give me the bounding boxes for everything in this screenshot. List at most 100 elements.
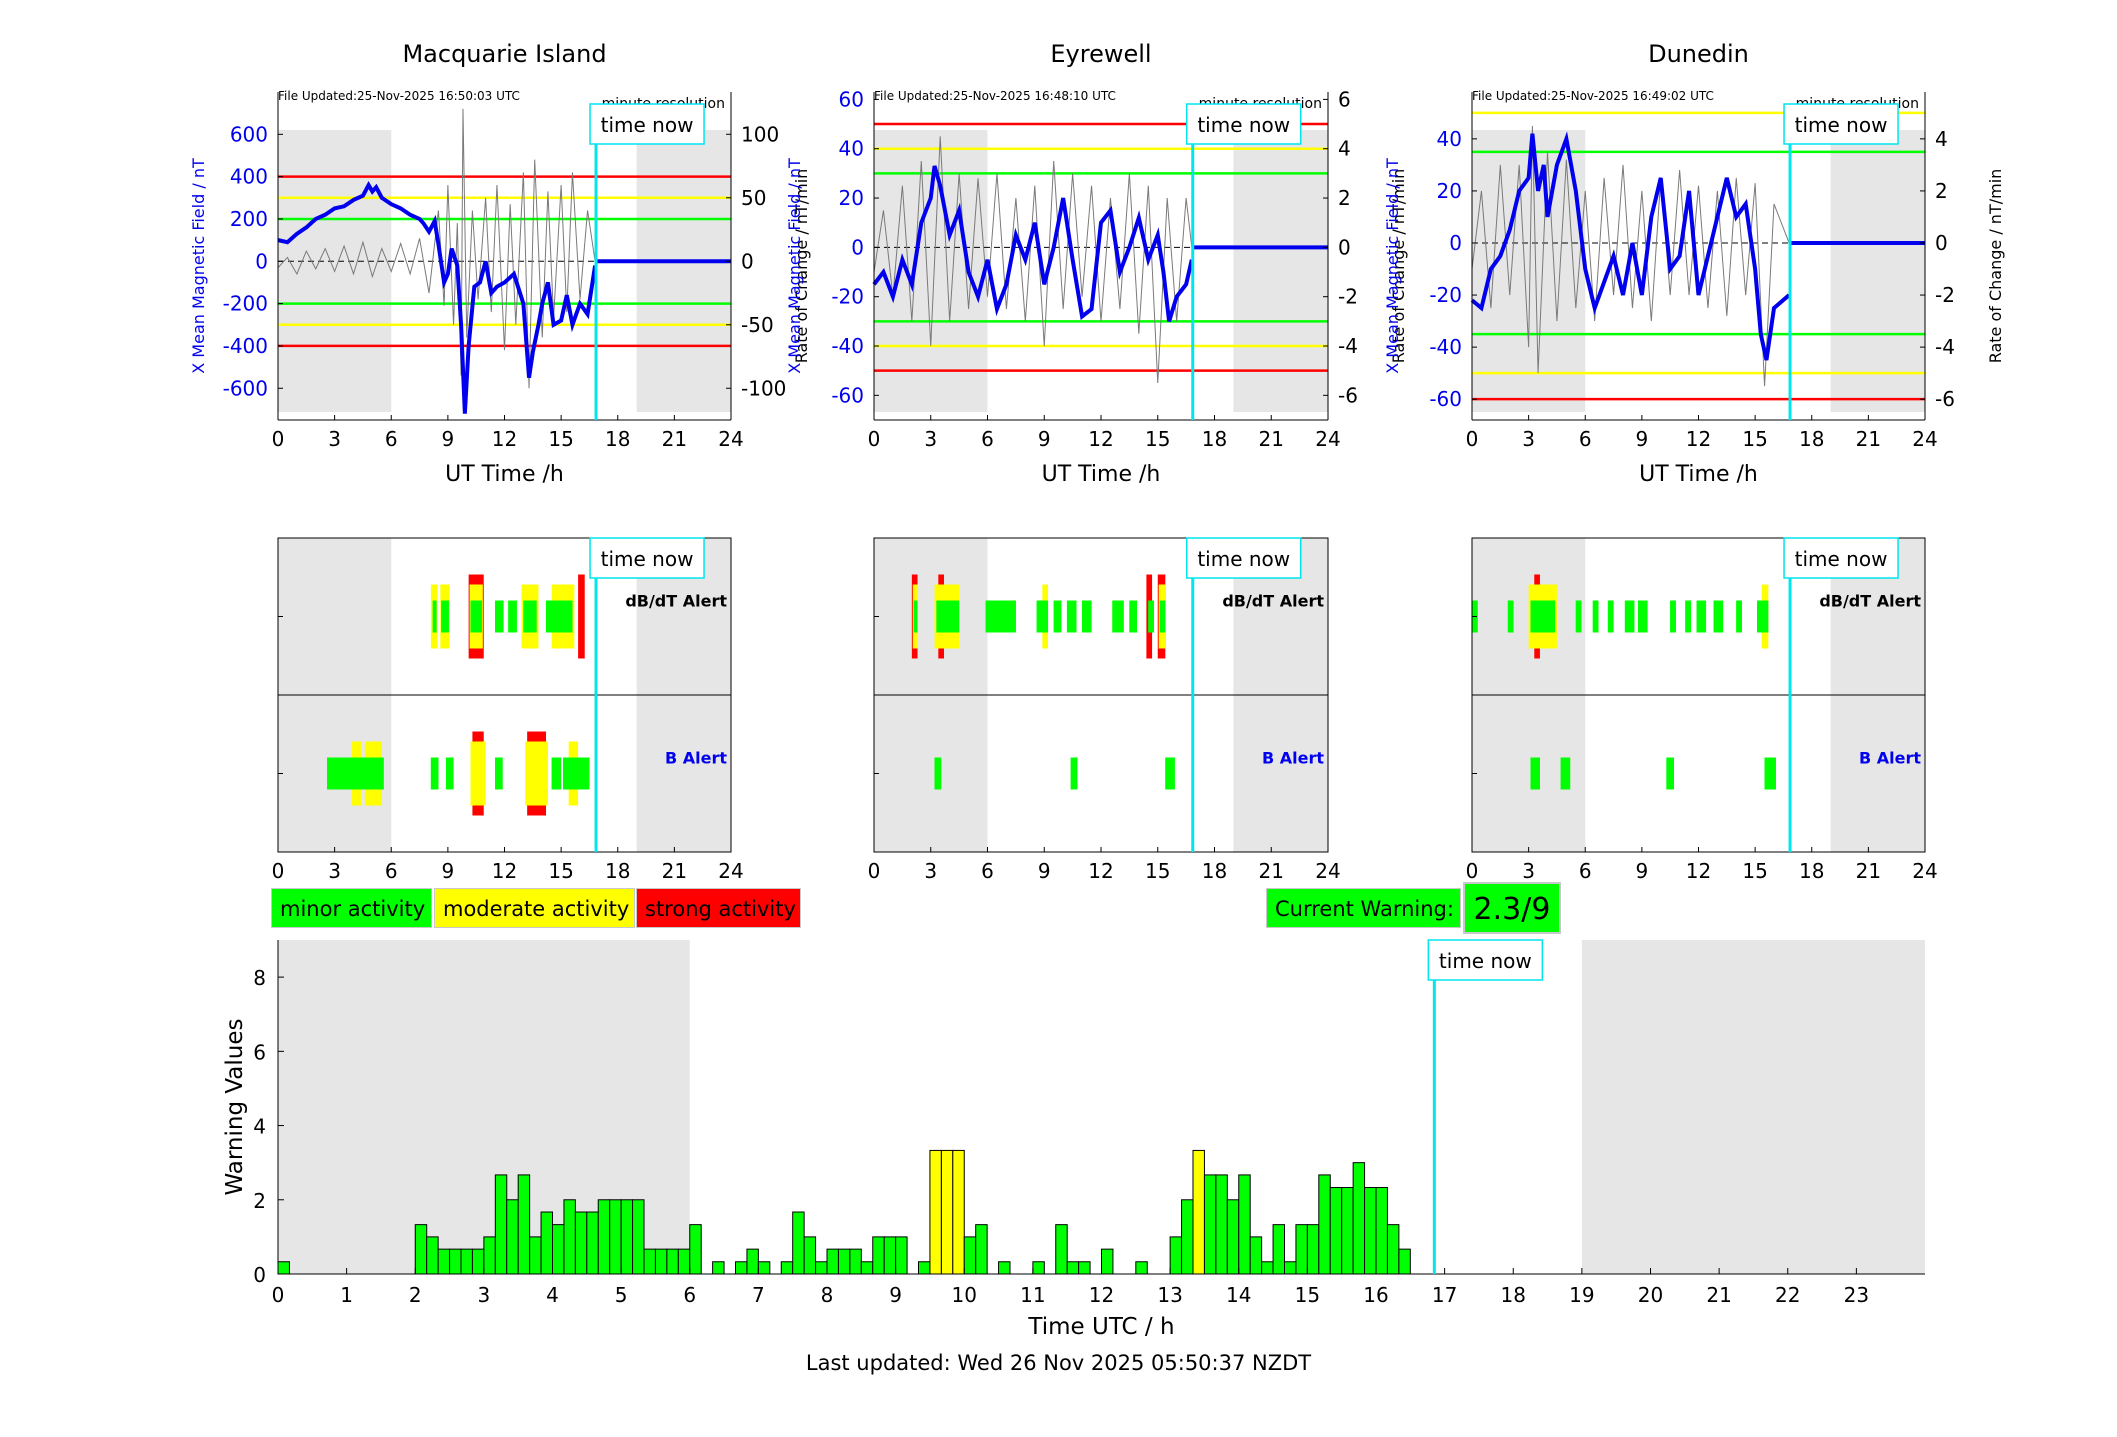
panel-1-ytick-right-label-2: 0 (741, 249, 754, 273)
panel-3-ytick-right-label-3: 0 (1935, 231, 1948, 255)
panel-1-b-minor-top-2 (445, 757, 454, 790)
warning-xtick-label-10: 10 (952, 1283, 977, 1307)
warning-bar-67 (1318, 1174, 1331, 1275)
panel-1-ytick-right-label-1: -50 (741, 313, 774, 337)
panel-2-xtick-label-1: 3 (924, 427, 937, 451)
warning-ytick-label-4: 8 (253, 966, 266, 990)
panel-1-dbdt-minor-top-1 (441, 600, 449, 633)
panel-1-alert-xtick-label-0: 0 (272, 859, 285, 883)
warning-bar-13 (552, 1224, 565, 1275)
panel-1-xtick-label-5: 15 (548, 427, 573, 451)
panel-2-dbdt-minor-top-5 (1066, 600, 1077, 633)
warning-bar-51 (1078, 1261, 1091, 1275)
warning-bar-70 (1352, 1162, 1366, 1275)
warning-bar-59 (1226, 1199, 1240, 1275)
panel-2-ytick-right-label-0: -6 (1338, 383, 1358, 407)
warning-xtick-label-4: 4 (546, 1283, 559, 1307)
panel-3-alert-xtick-label-0: 0 (1466, 859, 1479, 883)
warning-bar-6 (471, 1248, 485, 1275)
warning-bar-57 (1203, 1174, 1217, 1275)
panel-3-alert-xtick-label-5: 15 (1742, 859, 1767, 883)
warning-bar-3 (437, 1248, 451, 1275)
panel-1-xtick-label-6: 18 (605, 427, 630, 451)
panel-3-ytick-left-label-2: -20 (1429, 283, 1462, 307)
warning-bar-69 (1341, 1187, 1354, 1275)
panel-3-dbdt-minor-top-2 (1530, 600, 1556, 633)
panel-1-alert-xtick-label-7: 21 (662, 859, 687, 883)
panel-1-b-alert-label: B Alert (665, 749, 727, 768)
warning-xtick-label-1: 1 (340, 1283, 353, 1307)
panel-1-title: Macquarie Island (402, 40, 606, 68)
panel-3-ytick-right-label-1: -4 (1935, 335, 1955, 359)
warning-bar-7 (483, 1236, 496, 1275)
panel-1-b-minor-top-3 (495, 757, 503, 790)
warning-bar-24 (677, 1248, 691, 1275)
panel-1-ytick-right-label-0: -100 (741, 376, 786, 400)
warning-bar-54 (1169, 1236, 1183, 1275)
warning-bar-30 (780, 1261, 794, 1275)
panel-2-ytick-left-label-1: -40 (831, 334, 864, 358)
panel-3-dbdt-minor-top-9 (1685, 600, 1691, 633)
panel-2-alert-time-now-box (1185, 537, 1302, 579)
warning-bar-14 (563, 1199, 576, 1275)
panel-1-field-series (277, 181, 598, 414)
panel-2-dbdt-minor-top-8 (1129, 600, 1137, 633)
legend-strong-activity: strong activity (636, 888, 801, 928)
panel-3-dbdt-minor-top-11 (1713, 600, 1724, 633)
panel-2-alert-xtick-label-1: 3 (924, 859, 937, 883)
panel-2-alert-xtick-label-2: 6 (981, 859, 994, 883)
warning-bar-61 (1249, 1236, 1263, 1275)
panel-2-ytick-left-label-4: 20 (839, 186, 864, 210)
panel-3-alert-xtick-label-2: 6 (1579, 859, 1592, 883)
panel-2-night-shade-1 (1233, 130, 1328, 412)
panel-3-dbdt-minor-top-1 (1507, 600, 1514, 633)
warning-bar-71 (1364, 1187, 1377, 1275)
panel-1-b-minor-top-5 (563, 757, 590, 790)
panel-2-ytick-left-label-6: 60 (839, 87, 864, 111)
warning-bar-12 (540, 1211, 554, 1275)
panel-1-b-alert-6 (470, 741, 486, 806)
panel-3-xtick-label-0: 0 (1466, 427, 1479, 451)
panel-3-ytick-right-label-5: 4 (1935, 127, 1948, 151)
panel-3-b-minor-top-3 (1764, 757, 1776, 790)
panel-1-xtick-label-3: 9 (442, 427, 455, 451)
panel-1-ytick-left-label-1: -400 (223, 334, 268, 358)
panel-3-xtick-label-2: 6 (1579, 427, 1592, 451)
panel-3-b-minor-top-2 (1666, 757, 1674, 790)
panel-2-file-updated: File Updated:25-Nov-2025 16:48:10 UTC (874, 89, 1116, 103)
panel-2-dbdt-minor-top-10 (1159, 600, 1166, 633)
warning-xtick-label-11: 11 (1020, 1283, 1045, 1307)
panel-3-alert-xtick-label-3: 9 (1636, 859, 1649, 883)
panel-3-rate-series (1471, 125, 1790, 387)
warning-time-now-label: time now (1439, 949, 1532, 973)
panel-3-dbdt-minor-top-13 (1757, 600, 1769, 633)
warning-xtick-label-15: 15 (1295, 1283, 1320, 1307)
warning-xtick-label-8: 8 (821, 1283, 834, 1307)
panel-1-dbdt-minor-top-0 (432, 600, 437, 633)
warning-bar-38 (872, 1236, 885, 1275)
warning-bar-36 (849, 1248, 862, 1275)
panel-1-xlabel: UT Time /h (445, 462, 564, 487)
panel-3-ylabel-left: X Mean Magnetic Field / nT (1383, 158, 1402, 374)
warning-bar-11 (529, 1236, 542, 1275)
current-warning-label: Current Warning: (1266, 888, 1461, 928)
legend-minor-activity: minor activity (271, 888, 432, 928)
warning-bar-26 (712, 1261, 725, 1275)
panel-1-xtick-label-2: 6 (385, 427, 398, 451)
panel-1-b-minor-top-1 (430, 757, 439, 790)
warning-xtick-label-20: 20 (1638, 1283, 1663, 1307)
panel-2-dbdt-minor-top-9 (1148, 600, 1154, 633)
panel-1-dbdt-minor-top-3 (495, 600, 504, 633)
warning-xtick-label-0: 0 (272, 1283, 285, 1307)
warning-xtick-label-7: 7 (752, 1283, 765, 1307)
panel-3-alert-xtick-label-1: 3 (1522, 859, 1535, 883)
warning-bar-49 (1055, 1224, 1068, 1275)
warning-xtick-label-9: 9 (889, 1283, 902, 1307)
panel-1-xtick-label-7: 21 (662, 427, 687, 451)
panel-3-alert-xtick-label-4: 12 (1686, 859, 1711, 883)
panel-1-xtick-label-0: 0 (272, 427, 285, 451)
warning-bar-28 (746, 1248, 759, 1275)
panel-3-ytick-left-label-5: 40 (1437, 127, 1462, 151)
warning-bar-8 (494, 1174, 508, 1275)
warning-bar-50 (1066, 1261, 1080, 1275)
